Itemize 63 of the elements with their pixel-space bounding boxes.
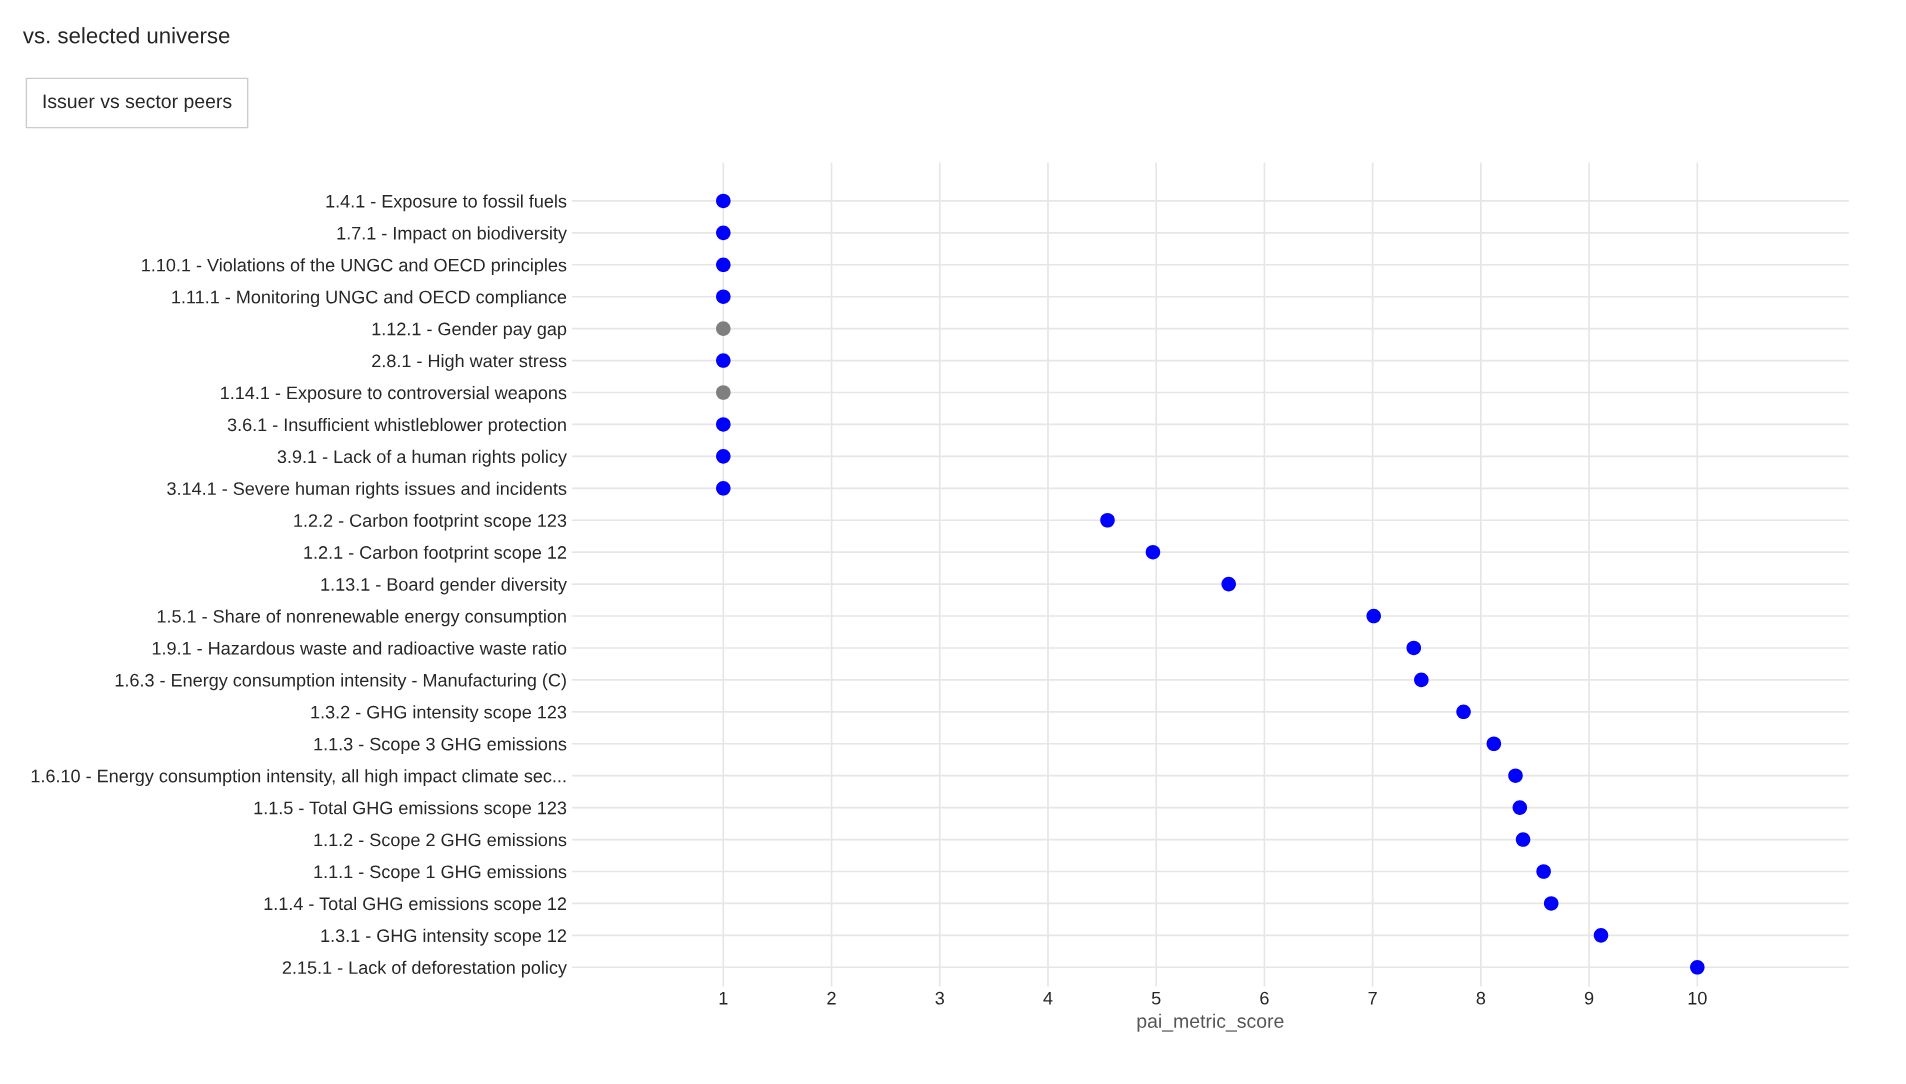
point	[1456, 704, 1471, 720]
x-tick-label: 10	[1688, 991, 1707, 1005]
y-tick-label: 3.9.1 - Lack of a human rights policy	[277, 449, 567, 467]
x-tick-label: 2	[827, 991, 836, 1005]
point	[1486, 736, 1502, 752]
point	[716, 385, 731, 400]
y-tick-label: 1.11.1 - Monitoring UNGC and OECD compliance	[172, 290, 567, 307]
y-tick-label: 1.6.10 - Energy consumption intensity, all high impact climate sec...	[31, 769, 566, 786]
point	[1543, 896, 1559, 911]
x-tick-label: 6	[1260, 991, 1269, 1005]
y-tick-label: 1.4.1 - Exposure to fossil fuels	[326, 194, 567, 212]
y-tick-label: 3.14.1 - Severe human rights issues and incidents	[167, 481, 567, 499]
y-tick-label: 1.7.1 - Impact on biodiversity	[337, 226, 567, 244]
y-tick-label: 1.2.1 - Carbon footprint scope 12	[304, 545, 567, 563]
y-tick-label: 1.5.1 - Share of nonrenewable energy consumption	[157, 609, 566, 627]
point	[1366, 608, 1382, 624]
point	[1515, 832, 1531, 847]
point	[1508, 768, 1523, 783]
y-tick-label: 1.12.1 - Gender pay gap	[372, 322, 567, 339]
y-tick-label: 1.3.1 - GHG intensity scope 12	[321, 928, 567, 946]
y-tick-label: 3.6.1 - Insufficient whistleblower protection	[227, 417, 566, 435]
y-tick-label: 1.2.2 - Carbon footprint scope 123	[294, 513, 567, 531]
y-tick-label: 1.13.1 - Board gender diversity	[321, 577, 567, 595]
y-tick-label: 1.6.3 - Energy consumption intensity - Manufacturing (C)	[115, 673, 566, 691]
point	[1145, 544, 1161, 560]
point	[1690, 960, 1705, 975]
x-tick-label: 9	[1584, 991, 1594, 1005]
text: Issuer vs sector peers	[43, 94, 232, 113]
y-tick-label: 1.1.2 - Scope 2 GHG emissions	[314, 833, 567, 850]
y-tick-label: 1.14.1 - Exposure to controversial weapons	[221, 385, 567, 403]
y-tick-label: 2.15.1 - Lack of deforestation policy	[282, 960, 567, 978]
point	[1536, 864, 1551, 879]
point	[1100, 512, 1115, 528]
point	[1593, 928, 1609, 943]
x-tick-label: 3	[935, 991, 944, 1005]
y-tick-label: 2.8.1 - High water stress	[372, 354, 567, 371]
point	[716, 289, 731, 304]
y-tick-label: 1.1.1 - Scope 1 GHG emissions	[314, 864, 567, 882]
point	[716, 321, 731, 336]
point	[716, 449, 731, 464]
x-tick-label: 4	[1043, 991, 1053, 1005]
point	[1406, 640, 1422, 656]
point	[1512, 800, 1528, 815]
x-tick-label: 5	[1151, 991, 1161, 1005]
text: vs. selected universe	[22, 27, 230, 44]
point	[716, 353, 731, 368]
y-tick-label: 1.1.5 - Total GHG emissions scope 123	[254, 801, 567, 818]
point	[716, 417, 731, 432]
y-tick-label: 1.1.4 - Total GHG emissions scope 12	[264, 896, 567, 914]
point	[716, 193, 731, 209]
y-tick-label: 1.1.3 - Scope 3 GHG emissions	[314, 737, 567, 755]
x-axis-title: pai_metric_score	[1137, 1013, 1284, 1032]
point	[716, 257, 731, 273]
x-tick-label: 1	[719, 991, 728, 1005]
x-tick-label: 8	[1476, 991, 1486, 1005]
point	[716, 225, 731, 241]
x-tick-label: 7	[1368, 991, 1377, 1005]
y-tick-label: 1.3.2 - GHG intensity scope 123	[311, 705, 567, 723]
point	[1221, 576, 1236, 592]
point	[1414, 672, 1429, 688]
point	[716, 481, 731, 496]
y-tick-label: 1.9.1 - Hazardous waste and radioactive waste ratio	[152, 641, 567, 655]
y-tick-label: 1.10.1 - Violations of the UNGC and OECD principles	[142, 258, 567, 276]
